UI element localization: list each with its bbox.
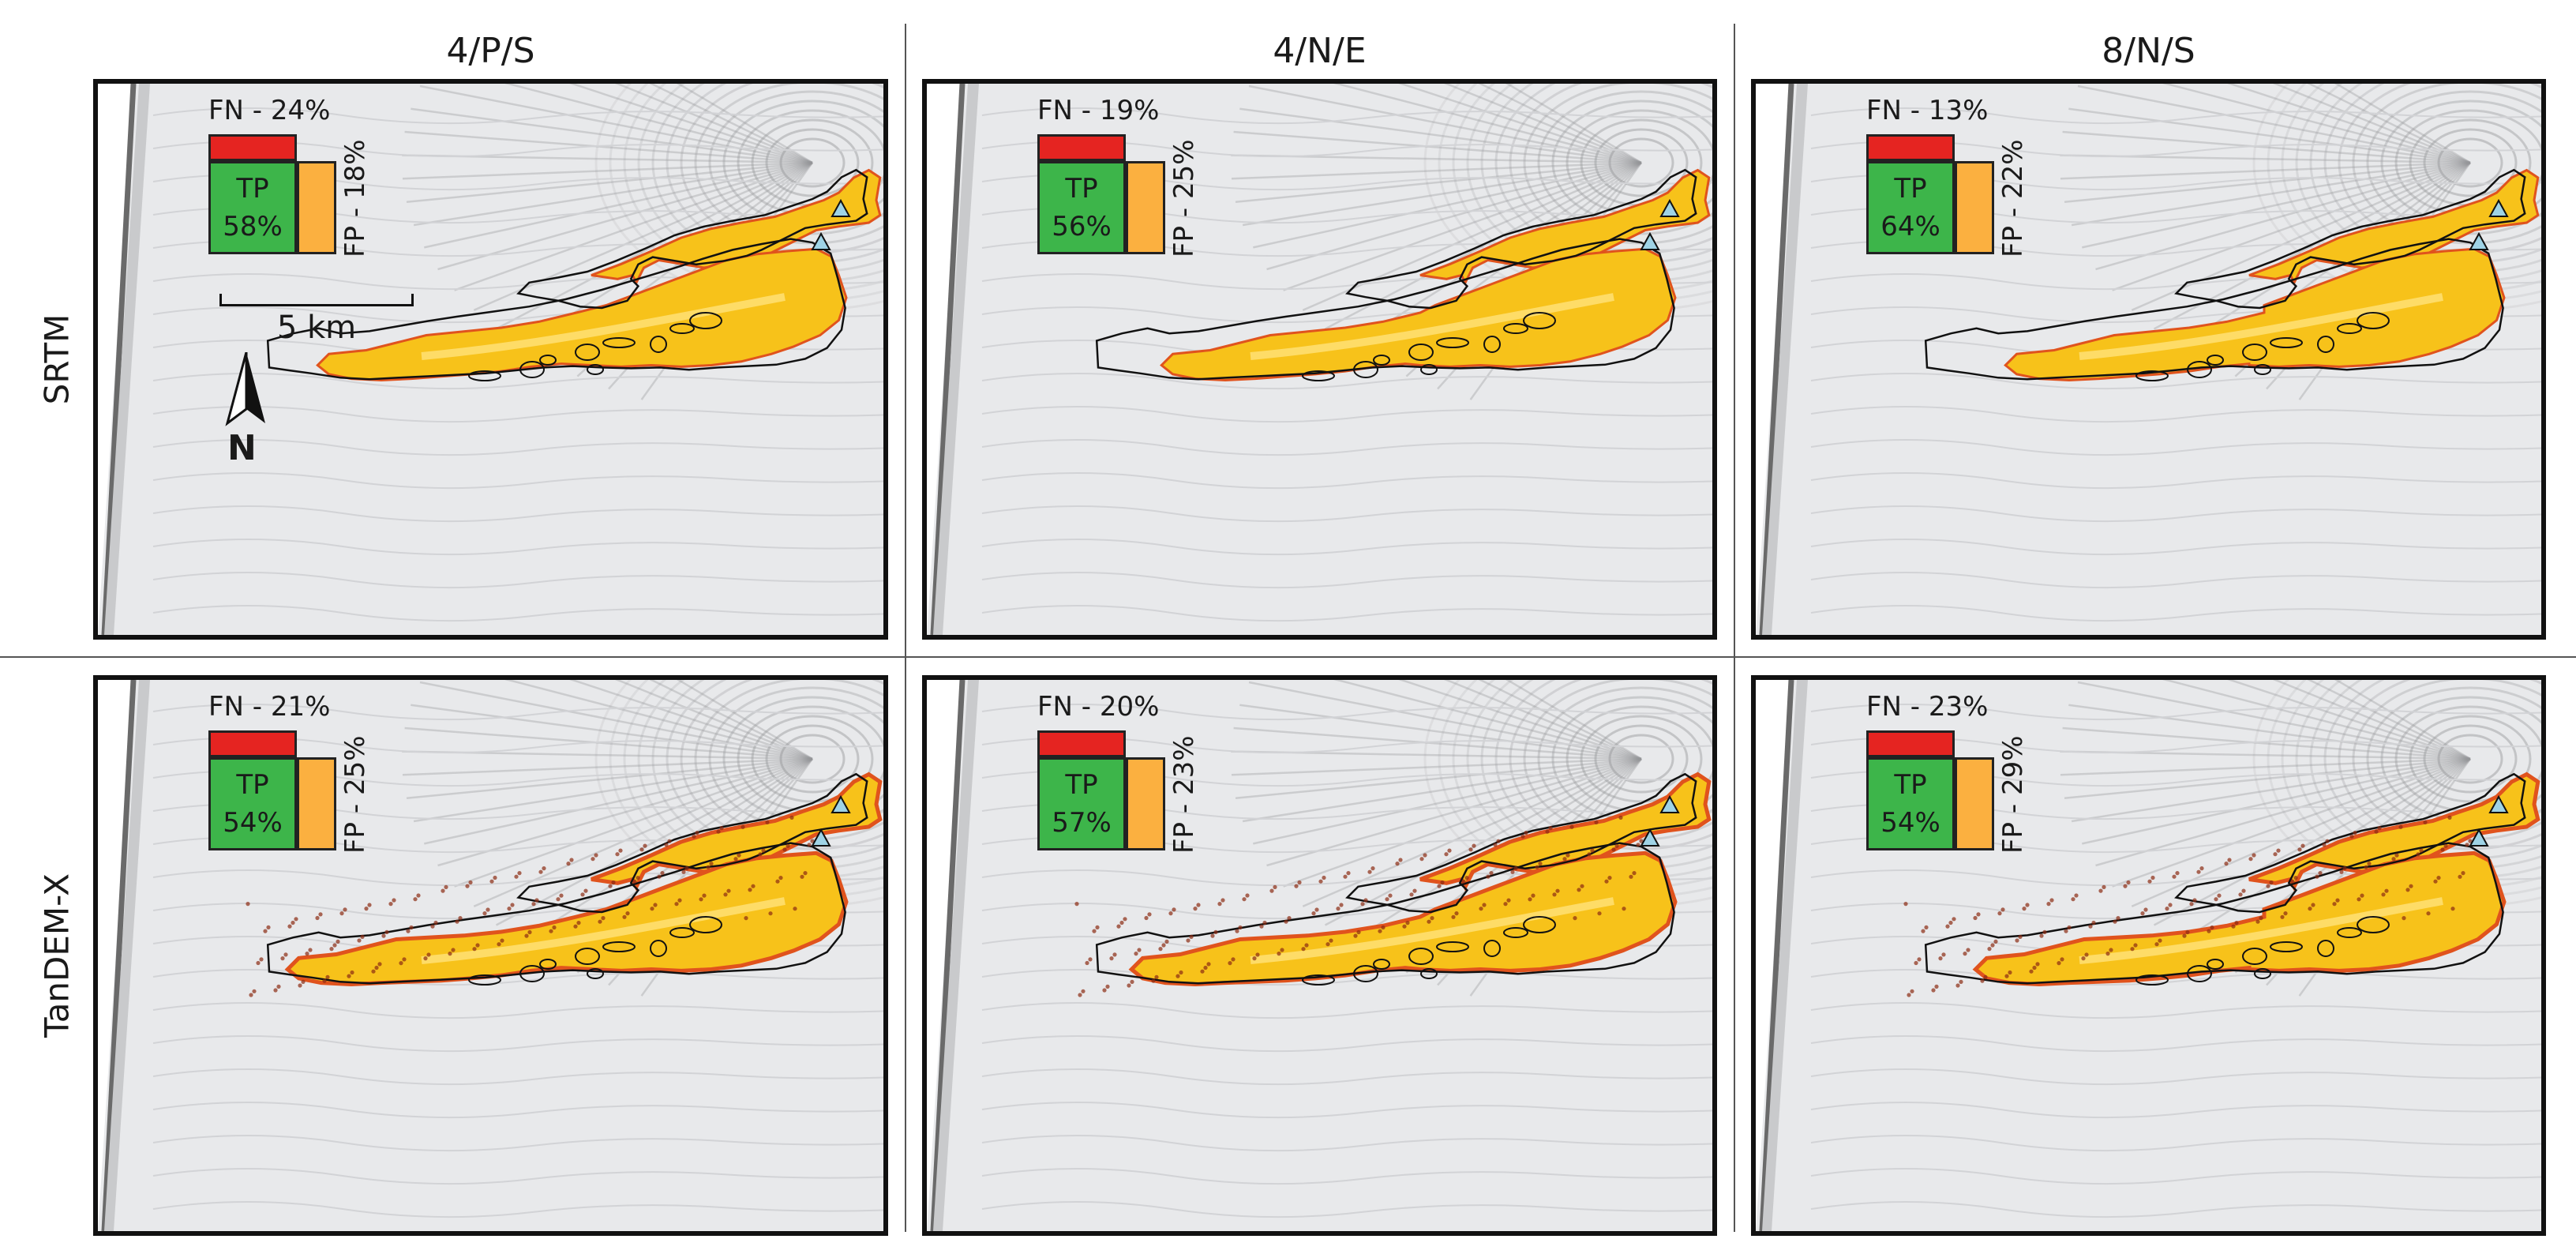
accuracy-inset: FN - 21% TP 54% FP - 25% [208,691,390,857]
map-panel-srtm-8-n-s: FN - 13% TP 64% FP - 22% [1751,79,2546,640]
true-positive-value: 64% [1880,211,1940,242]
map-panel-srtm-4-p-s: FN - 24% TP 58% FP - 18% [93,79,888,640]
false-negative-box [1037,134,1126,161]
false-negative-box [1866,730,1955,757]
true-positive-box: TP 58% [208,161,297,254]
false-negative-box [208,730,297,757]
column-title-2: 4/N/E [1273,31,1367,71]
map-terrain [98,680,883,1231]
divider-vertical-1 [905,24,906,1232]
north-arrow-icon: N [223,351,270,471]
divider-horizontal [0,656,2576,658]
true-positive-label: TP [1065,769,1098,801]
true-positive-value: 54% [223,807,283,839]
false-negative-label: FN - 24% [208,95,331,126]
vent-triangle-icon [811,198,851,250]
divider-vertical-2 [1734,24,1735,1232]
column-title-1: 4/P/S [446,31,535,71]
accuracy-inset: FN - 24% TP 58% FP - 18% [208,95,390,261]
accuracy-inset: FN - 23% TP 54% FP - 29% [1866,691,2048,857]
true-positive-label: TP [1065,173,1098,205]
map-panel-srtm-4-n-e: FN - 19% TP 56% FP - 25% [922,79,1717,640]
map-panel-tandem-x-8-n-s: FN - 23% TP 54% FP - 29% [1751,675,2546,1236]
true-positive-value: 58% [223,211,283,242]
north-label: N [227,428,257,468]
false-positive-label: FP - 29% [1997,735,2029,854]
true-positive-label: TP [1894,173,1927,205]
false-negative-box [208,134,297,161]
lava-flow [1924,168,2540,382]
map-terrain [98,84,883,635]
false-positive-box [1955,161,1994,254]
true-positive-label: TP [236,769,269,801]
false-negative-label: FN - 20% [1037,691,1160,723]
false-positive-box [297,757,336,850]
false-negative-label: FN - 21% [208,691,331,723]
map-panel-tandem-x-4-p-s: FN - 21% TP 54% FP - 25% [93,675,888,1236]
true-positive-value: 57% [1052,807,1112,839]
column-title-3: 8/N/S [2102,31,2195,71]
true-positive-box: TP 56% [1037,161,1126,254]
true-positive-box: TP 54% [208,757,297,850]
false-positive-box [297,161,336,254]
lava-flow [1903,772,2540,997]
map-panel-tandem-x-4-n-e: FN - 20% TP 57% FP - 23% [922,675,1717,1236]
false-negative-label: FN - 13% [1866,95,1989,126]
true-positive-value: 54% [1880,807,1940,839]
lava-flow [1095,168,1711,382]
true-positive-box: TP 64% [1866,161,1955,254]
true-positive-value: 56% [1052,211,1112,242]
lava-flow [266,168,882,382]
accuracy-inset: FN - 13% TP 64% FP - 22% [1866,95,2048,261]
true-positive-label: TP [1894,769,1927,801]
true-positive-box: TP 54% [1866,757,1955,850]
vent-triangle-icon [1640,794,1680,847]
vent-triangle-icon [2469,794,2509,847]
false-positive-box [1955,757,1994,850]
false-negative-label: FN - 23% [1866,691,1989,723]
lava-flow [246,772,883,997]
map-terrain [1756,84,2541,635]
false-positive-label: FP - 18% [339,139,371,257]
accuracy-inset: FN - 20% TP 57% FP - 23% [1037,691,1219,857]
vent-triangle-icon [2469,198,2509,250]
false-positive-box [1126,757,1165,850]
row-title-tandem-x: TanDEM-X [37,873,77,1038]
false-negative-box [1866,134,1955,161]
true-positive-box: TP 57% [1037,757,1126,850]
vent-triangle-icon [811,794,851,847]
false-positive-box [1126,161,1165,254]
vent-triangle-icon [1640,198,1680,250]
false-positive-label: FP - 25% [339,735,371,854]
false-positive-label: FP - 25% [1168,139,1200,257]
map-terrain [927,84,1712,635]
false-negative-box [1037,730,1126,757]
row-title-srtm: SRTM [37,314,77,405]
map-terrain [1756,680,2541,1231]
true-positive-label: TP [236,173,269,205]
false-positive-label: FP - 23% [1168,735,1200,854]
false-negative-label: FN - 19% [1037,95,1160,126]
false-positive-label: FP - 22% [1997,139,2029,257]
accuracy-inset: FN - 19% TP 56% FP - 25% [1037,95,1219,261]
scale-label: 5 km [276,310,357,346]
lava-flow [1074,772,1712,997]
